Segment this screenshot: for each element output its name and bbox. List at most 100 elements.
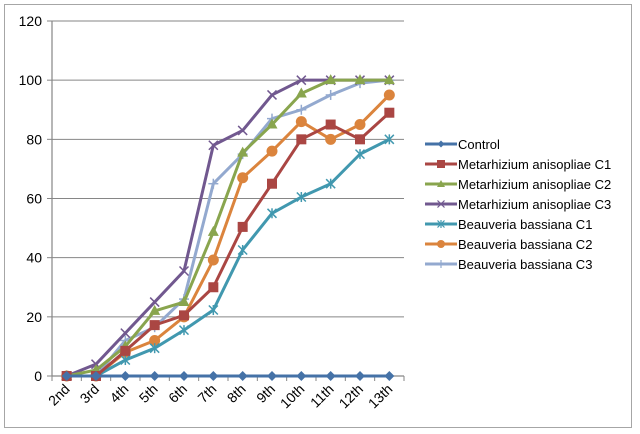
x-tick-label: 3rd xyxy=(76,381,102,407)
data-point-square xyxy=(120,345,131,356)
data-point-square xyxy=(179,310,189,321)
data-point-triangle xyxy=(207,225,219,236)
data-point-square xyxy=(325,119,336,130)
data-point-diamond xyxy=(149,371,160,381)
data-point-diamond xyxy=(120,371,131,381)
marker-stroke xyxy=(178,265,190,277)
x-tick-label: 5th xyxy=(136,381,161,406)
data-point-circle xyxy=(295,116,307,128)
data-point-circle xyxy=(325,133,337,145)
series-beauveria-bassiana-c3 xyxy=(61,75,395,381)
data-point-circle xyxy=(237,172,249,184)
data-point-triangle xyxy=(237,146,249,157)
data-point-x xyxy=(208,140,219,151)
y-tick-label: 40 xyxy=(26,250,42,266)
series-line xyxy=(66,111,391,378)
data-point-plus xyxy=(208,178,219,189)
series-line xyxy=(66,137,391,378)
data-point-x xyxy=(266,89,278,100)
data-point-diamond xyxy=(384,371,395,381)
y-tick-label: 100 xyxy=(19,72,43,88)
marker-stroke xyxy=(296,75,307,86)
x-tick-label: 9th xyxy=(253,381,278,406)
legend-marker-triangle xyxy=(437,180,445,187)
data-point-triangle xyxy=(325,74,337,85)
data-point-circle xyxy=(266,145,278,157)
y-tick-label: 0 xyxy=(34,368,42,384)
x-tick-label: 10th xyxy=(277,381,308,412)
series-metarhizium-anisopliae-c1 xyxy=(61,107,395,381)
y-tick-label: 80 xyxy=(26,131,42,147)
series-control xyxy=(61,371,395,381)
data-point-square xyxy=(149,320,160,331)
legend-item: Beauveria bassiana C3 xyxy=(425,257,592,272)
data-point-diamond xyxy=(296,371,307,381)
data-point-x xyxy=(178,265,190,277)
y-tick-label: 20 xyxy=(26,309,42,325)
y-tick-label: 120 xyxy=(19,13,43,29)
series-metarhizium-anisopliae-c3 xyxy=(61,75,395,382)
legend-label: Metarhizium anisopliae C1 xyxy=(458,157,611,172)
x-tick-label: 7th xyxy=(194,381,219,406)
data-point-triangle xyxy=(383,74,395,85)
series-line xyxy=(66,78,390,378)
data-point-star xyxy=(325,178,336,189)
data-point-triangle xyxy=(295,87,307,98)
data-point-star xyxy=(266,208,278,219)
x-tick-label: 8th xyxy=(224,381,249,406)
series-group xyxy=(61,74,395,382)
data-point-star xyxy=(208,304,219,316)
legend-item: Control xyxy=(425,137,500,152)
legend-item: Beauveria bassiana C2 xyxy=(425,237,592,252)
legend-label: Metarhizium anisopliae C2 xyxy=(458,177,611,192)
data-point-plus xyxy=(296,104,307,115)
gridlines xyxy=(52,20,404,318)
legend-label: Metarhizium anisopliae C3 xyxy=(458,197,611,212)
data-point-square xyxy=(355,134,365,145)
legend-marker-diamond xyxy=(437,140,445,148)
marker-stroke xyxy=(120,328,131,339)
data-point-x xyxy=(120,328,131,339)
data-point-diamond xyxy=(237,371,248,381)
data-point-diamond xyxy=(208,371,219,381)
data-point-diamond xyxy=(267,371,277,381)
data-point-x xyxy=(296,75,307,86)
data-point-diamond xyxy=(325,371,336,381)
data-point-square xyxy=(267,178,277,189)
legend-label: Control xyxy=(458,137,500,152)
legend-item: Metarhizium anisopliae C2 xyxy=(425,177,611,192)
legend-label: Beauveria bassiana C3 xyxy=(458,257,592,272)
chart-frame xyxy=(4,4,632,428)
y-tick-label: 60 xyxy=(26,191,42,207)
data-point-star xyxy=(384,134,395,145)
marker-stroke xyxy=(437,200,445,208)
legend-marker-x xyxy=(437,200,445,208)
series-line xyxy=(66,78,390,378)
data-point-star xyxy=(149,343,160,354)
data-point-diamond xyxy=(61,371,72,381)
data-point-circle xyxy=(354,119,366,131)
data-point-diamond xyxy=(91,371,101,381)
data-point-x xyxy=(237,125,248,136)
data-point-star xyxy=(120,354,131,366)
data-point-triangle xyxy=(266,118,278,129)
x-tick-label: 13th xyxy=(365,381,396,412)
data-point-square xyxy=(208,282,219,293)
marker-stroke xyxy=(237,125,248,136)
x-tick-label: 2nd xyxy=(45,381,73,409)
data-point-x xyxy=(149,297,160,308)
legend-label: Beauveria bassiana C1 xyxy=(458,217,592,232)
data-point-triangle xyxy=(149,304,161,315)
data-point-square xyxy=(296,134,307,145)
x-tick-label: 11th xyxy=(307,381,337,411)
data-point-circle xyxy=(383,89,395,101)
data-point-star xyxy=(178,325,190,336)
data-point-triangle xyxy=(354,74,366,85)
x-tick-label: 6th xyxy=(165,381,190,406)
data-point-star xyxy=(296,191,307,203)
data-point-plus xyxy=(325,89,336,100)
data-point-square xyxy=(237,221,248,232)
marker-stroke xyxy=(149,297,160,308)
legend-marker-star xyxy=(437,220,445,228)
